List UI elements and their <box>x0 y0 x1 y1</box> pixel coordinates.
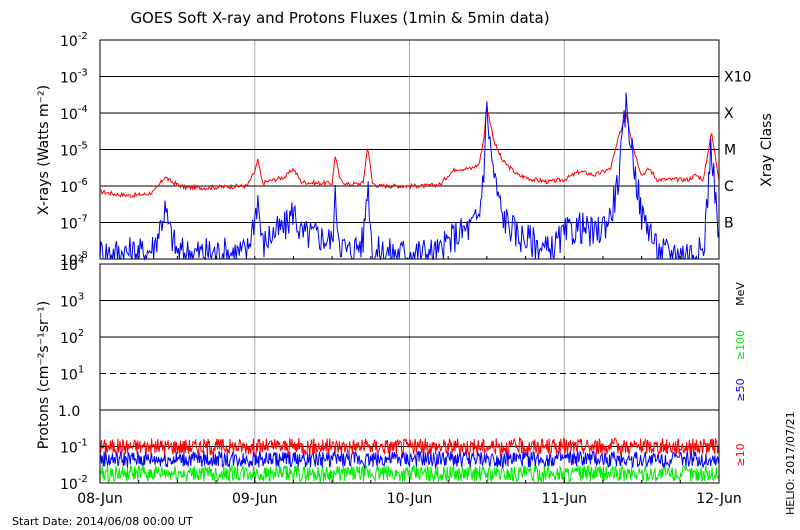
proton-y-axis-label: Protons (cm⁻²s⁻¹sr⁻¹) <box>36 301 52 450</box>
proton-legend-label: ≥100 <box>734 330 747 360</box>
xray-grid <box>100 40 719 259</box>
proton-legend-label: ≥50 <box>734 378 747 401</box>
proton-legend: ≥10 ≥50 ≥100 <box>734 330 747 467</box>
credit-label: HELIO: 2017/07/21 <box>784 411 797 515</box>
proton-series-line <box>99 449 720 470</box>
xray-class-axis-label: Xray Class <box>759 113 775 187</box>
xray-y-tick-label: 10-8 <box>60 250 88 269</box>
xray-y-tick-label: 10-6 <box>60 177 88 196</box>
xray-y-tick-label: 10-7 <box>60 214 88 233</box>
xray-y-axis-label: X-rays (Watts m⁻²) <box>36 85 52 215</box>
xray-class-label: X <box>724 106 734 122</box>
proton-series <box>99 436 720 484</box>
xray-y-tick-label: 10-4 <box>60 104 88 123</box>
xray-y-ticks: 10-2 10-3 10-4 10-5 10-6 10-7 10-8 <box>60 31 719 269</box>
xray-panel: 10-2 10-3 10-4 10-5 10-6 10-7 10-8 X10 X M C B X-r… <box>36 31 775 269</box>
xray-y-tick-label: 10-2 <box>60 31 88 50</box>
xray-class-label: C <box>724 179 734 195</box>
chart-title: GOES Soft X-ray and Protons Fluxes (1min… <box>130 9 549 27</box>
x-axis-ticks: 08-Jun 09-Jun 10-Jun 11-Jun 12-Jun <box>77 256 742 507</box>
proton-y-tick-label: 103 <box>60 292 84 311</box>
x-tick-label: 11-Jun <box>541 491 587 507</box>
proton-unit-label: MeV <box>734 282 747 306</box>
x-tick-label: 08-Jun <box>77 491 123 507</box>
xray-long-series <box>99 105 720 199</box>
proton-y-tick-label: 1.0 <box>58 404 80 420</box>
proton-panel: 104 103 102 101 1.0 10-1 10-2 Protons (cm⁻²s⁻¹… <box>36 255 747 493</box>
proton-series-line <box>99 436 720 457</box>
xray-class-label: M <box>724 143 736 159</box>
proton-y-tick-label: 104 <box>60 255 84 274</box>
x-tick-label: 09-Jun <box>232 491 278 507</box>
proton-y-tick-label: 10-1 <box>60 438 88 457</box>
xray-class-label: X10 <box>724 70 751 86</box>
proton-series-line <box>99 464 720 484</box>
proton-y-tick-label: 10-2 <box>60 474 88 493</box>
xray-y-tick-label: 10-3 <box>60 68 88 87</box>
xray-class-labels: X10 X M C B <box>724 70 751 232</box>
xray-y-tick-label: 10-5 <box>60 141 88 160</box>
proton-legend-label: ≥10 <box>734 443 747 466</box>
start-date-label: Start Date: 2014/06/08 00:00 UT <box>12 515 193 528</box>
x-tick-label: 12-Jun <box>696 491 742 507</box>
proton-y-tick-label: 102 <box>60 328 84 347</box>
x-tick-label: 10-Jun <box>387 491 433 507</box>
proton-y-tick-label: 101 <box>60 365 84 384</box>
xray-class-label: B <box>724 216 734 232</box>
